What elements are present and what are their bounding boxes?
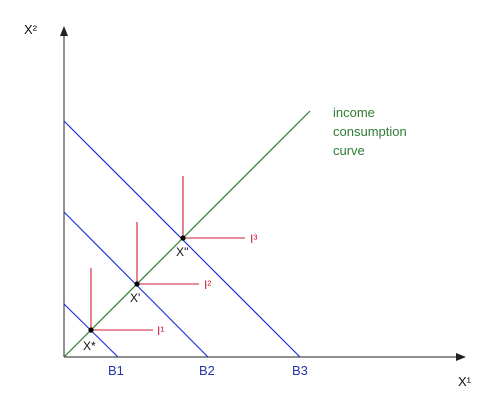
x-axis-label: X¹ xyxy=(458,374,472,389)
y-axis-label: X² xyxy=(24,22,38,37)
budget-label-b1: B1 xyxy=(108,363,124,378)
y-axis-arrow-icon xyxy=(60,26,68,36)
indifference-label-i1: I¹ xyxy=(157,324,164,338)
curve-label-line-3: curve xyxy=(333,143,365,158)
curve-label-line-1: income xyxy=(333,105,375,120)
point-x-prime xyxy=(134,281,139,286)
point-label-x-star: X* xyxy=(83,339,96,353)
curve-label-line-2: consumption xyxy=(333,124,407,139)
point-label-x-double-prime: X'' xyxy=(176,245,189,259)
x-axis-arrow-icon xyxy=(456,353,466,361)
point-label-x-prime: X' xyxy=(130,291,140,305)
income-consumption-curve xyxy=(64,111,310,357)
indifference-label-i3: I³ xyxy=(250,232,257,246)
indifference-label-i2: I² xyxy=(204,278,211,292)
budget-label-b3: B3 xyxy=(292,363,308,378)
point-x-double-prime xyxy=(180,235,185,240)
budget-label-b2: B2 xyxy=(199,363,215,378)
point-x-star xyxy=(88,327,93,332)
